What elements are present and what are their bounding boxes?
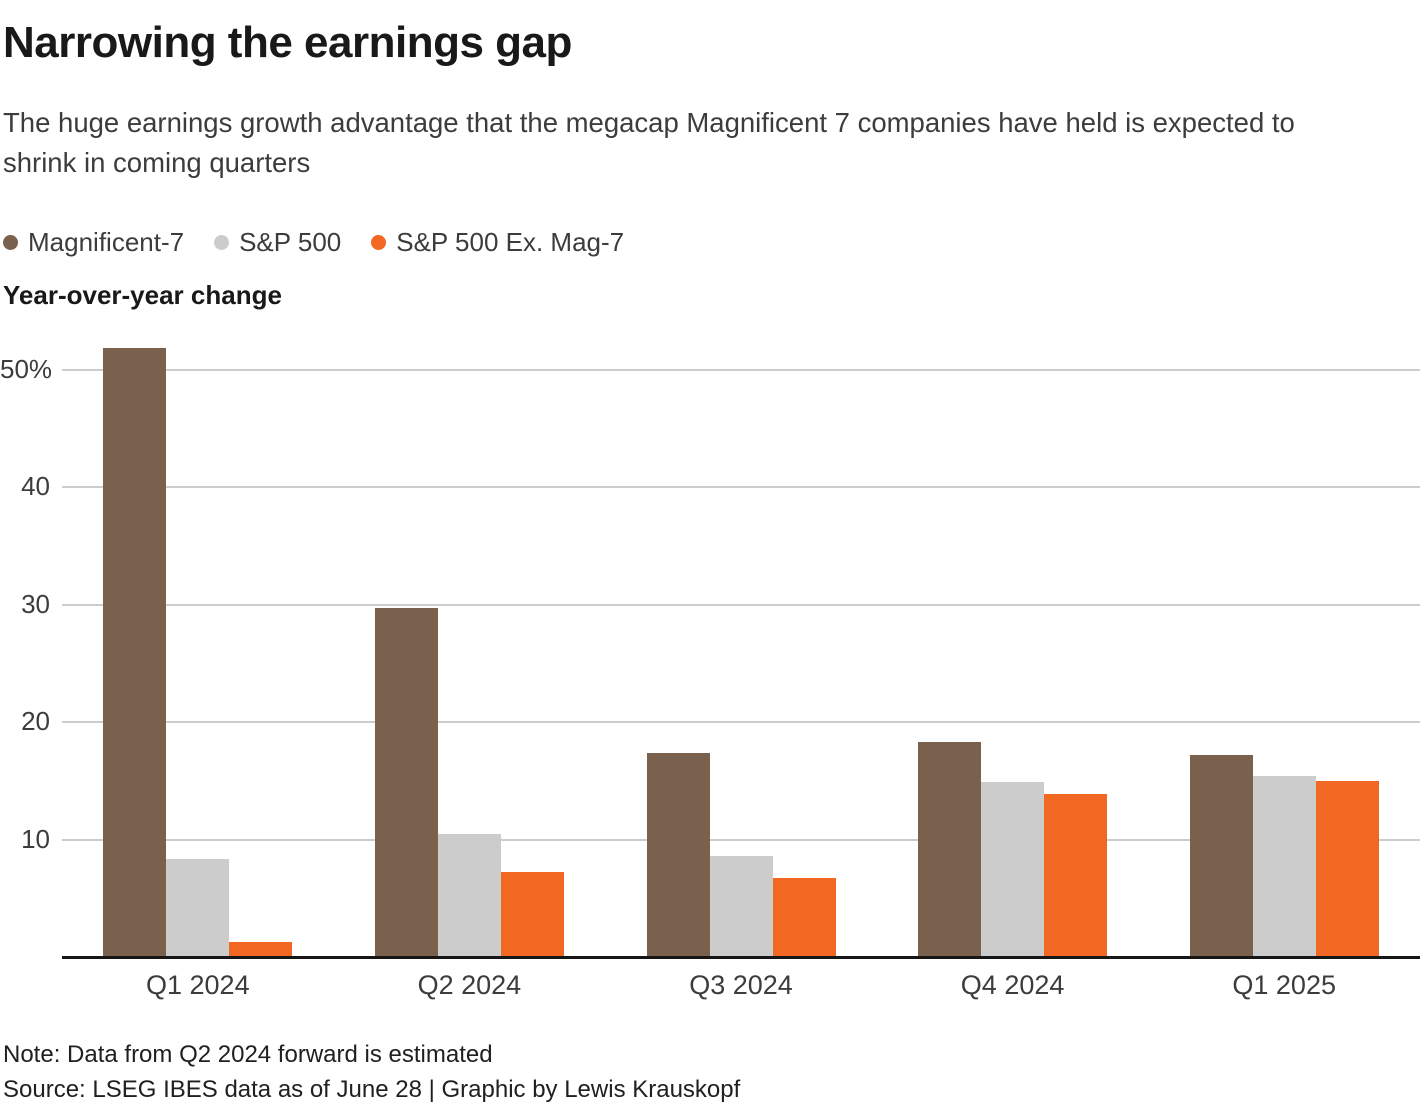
bar-s-p-500-q3-2024 (709, 856, 773, 957)
legend-dot-s-p-500-ex-mag-7 (371, 235, 387, 250)
bar-magnificent-7-q2-2024 (374, 608, 438, 957)
y-tick-30: 30 (21, 588, 50, 619)
x-tick-q3-2024: Q3 2024 (689, 970, 793, 1000)
bar-s-p-500-q4-2024 (981, 782, 1045, 957)
x-axis-line (62, 956, 1420, 959)
y-tick-50: 50% (0, 353, 53, 384)
legend-dot-s-p-500 (214, 235, 230, 250)
legend-item-s-p-500: S&P 500 (214, 227, 341, 258)
chart-legend: Magnificent-7 S&P 500 S&P 500 Ex. Mag-7 (3, 227, 624, 258)
x-tick-q2-2024: Q2 2024 (417, 970, 522, 1000)
bar-s-p-500-q1-2024 (166, 859, 230, 957)
legend-label: S&P 500 (239, 227, 342, 257)
x-tick-q1-2025: Q1 2025 (1232, 970, 1336, 1000)
bar-s-p-500-ex-mag-7-q2-2024 (500, 872, 564, 957)
y-tick-20: 20 (21, 706, 50, 736)
bar-magnificent-7-q1-2025 (1189, 755, 1253, 957)
gridline-20 (62, 721, 1420, 723)
bar-magnificent-7-q4-2024 (918, 742, 982, 957)
gridline-40 (62, 486, 1420, 488)
y-tick-10: 10 (21, 823, 50, 854)
y-axis-title: Year-over-year change (3, 280, 282, 310)
chart-source: Source: LSEG IBES data as of June 28 | G… (3, 1076, 741, 1103)
bar-magnificent-7-q3-2024 (646, 753, 710, 957)
bar-s-p-500-ex-mag-7-q3-2024 (772, 878, 836, 957)
gridline-30 (62, 603, 1420, 606)
bar-s-p-500-q2-2024 (437, 834, 501, 957)
bar-magnificent-7-q1-2024 (103, 348, 167, 957)
gridline-10 (62, 838, 1420, 841)
bar-s-p-500-q1-2025 (1252, 776, 1316, 957)
bar-s-p-500-ex-mag-7-q1-2024 (229, 942, 293, 957)
legend-item-magnificent-7: Magnificent-7 (3, 227, 184, 258)
legend-label: Magnificent-7 (28, 227, 185, 257)
page-title: Narrowing the earnings gap (3, 18, 572, 67)
chart-note: Note: Data from Q2 2024 forward is estim… (3, 1041, 493, 1068)
x-tick-q1-2024: Q1 2024 (146, 970, 250, 1000)
legend-item-s-p-500-ex-mag-7: S&P 500 Ex. Mag-7 (371, 227, 624, 258)
legend-label: S&P 500 Ex. Mag-7 (396, 227, 625, 257)
legend-dot-magnificent-7 (3, 235, 18, 250)
y-tick-40: 40 (21, 471, 50, 501)
bar-s-p-500-ex-mag-7-q1-2025 (1315, 781, 1379, 957)
chart-subtitle: The huge earnings growth advantage that … (3, 107, 1295, 178)
x-tick-q4-2024: Q4 2024 (960, 970, 1065, 1000)
gridline-50 (62, 368, 1420, 371)
bar-s-p-500-ex-mag-7-q4-2024 (1044, 794, 1108, 957)
